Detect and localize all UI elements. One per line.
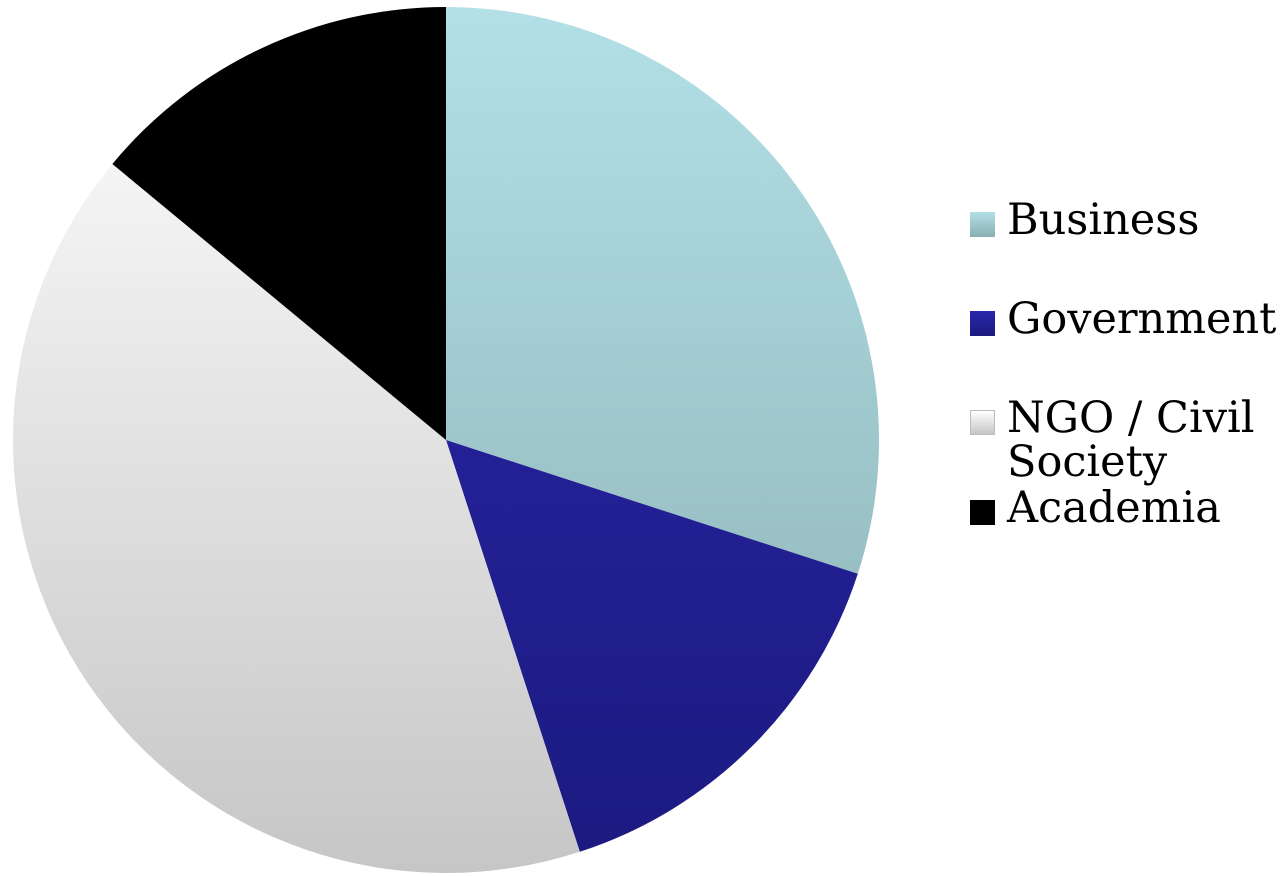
- pie-slice-academia: [112, 6, 447, 440]
- legend-label-government: Government: [1007, 294, 1277, 344]
- pie-slice-business: [446, 7, 880, 574]
- legend-swatch-business: [970, 212, 995, 237]
- pie-slice-government: [446, 440, 858, 852]
- legend-item-ngo-civil-society: NGO / Civil Society: [970, 396, 1275, 484]
- pie-slice-ngo-civil-society: [13, 164, 580, 873]
- legend-swatch-academia: [970, 500, 995, 525]
- legend-item-business: Business: [970, 198, 1275, 242]
- legend-item-academia: Academia: [970, 486, 1275, 530]
- legend-item-government: Government: [970, 294, 1277, 344]
- legend-label-ngo-civil-society: NGO / Civil Society: [1007, 393, 1255, 487]
- legend-label-business: Business: [1007, 195, 1200, 245]
- chart-legend: Business Government NGO / Civil Society …: [970, 198, 1277, 530]
- legend-swatch-ngo-civil-society: [970, 410, 995, 435]
- legend-label-academia: Academia: [1007, 483, 1221, 533]
- legend-swatch-government: [970, 311, 995, 336]
